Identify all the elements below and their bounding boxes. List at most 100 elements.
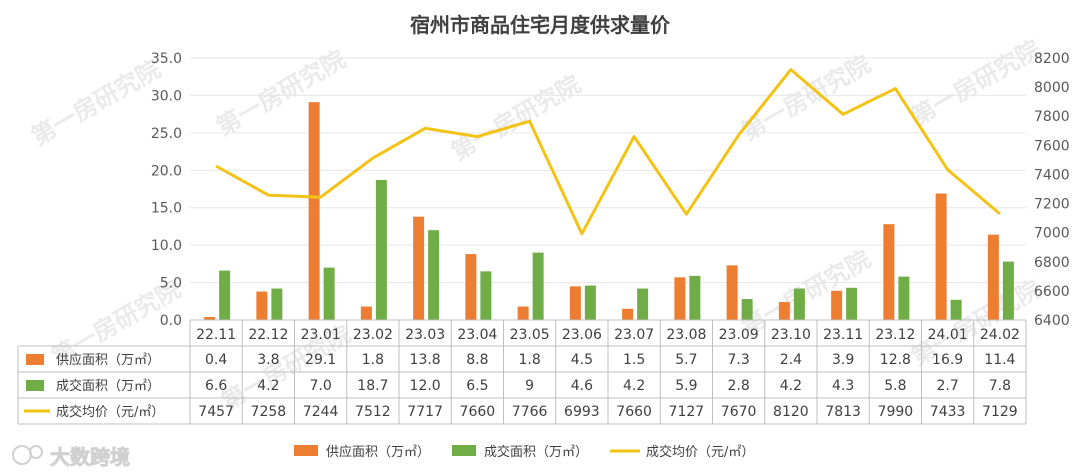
bar-supply xyxy=(987,234,999,320)
bar-supply xyxy=(517,306,529,320)
data-label: 11.4 xyxy=(984,352,1015,368)
legend-key xyxy=(294,445,318,456)
data-label: 6993 xyxy=(564,404,600,420)
data-label: 18.7 xyxy=(357,378,388,394)
bar-transaction xyxy=(741,299,753,320)
data-label: 7512 xyxy=(355,404,391,420)
x-tick-label: 23.11 xyxy=(823,327,863,343)
y-left-tick-label: 35.0 xyxy=(151,51,182,67)
y-right-tick-label: 8200 xyxy=(1034,51,1070,67)
legend-label: 成交面积（万㎡） xyxy=(484,444,588,460)
x-tick-label: 23.06 xyxy=(562,327,602,343)
bar-transaction xyxy=(375,180,387,320)
line-price xyxy=(215,68,1001,236)
table-row-label: 供应面积（万㎡） xyxy=(56,352,160,368)
bar-supply xyxy=(674,277,686,320)
x-tick-label: 23.02 xyxy=(353,327,393,343)
y-right-tick-label: 8000 xyxy=(1034,80,1070,96)
bar-transaction xyxy=(793,288,805,320)
data-label: 6.5 xyxy=(466,378,488,394)
y-left-tick-label: 0.0 xyxy=(160,313,182,329)
data-label: 4.5 xyxy=(571,352,593,368)
bar-transaction xyxy=(428,230,440,320)
bar-supply xyxy=(569,286,581,320)
legend-label: 供应面积（万㎡） xyxy=(326,444,430,460)
bar-transaction xyxy=(689,275,701,320)
bar-supply xyxy=(778,302,790,320)
data-label: 1.8 xyxy=(518,352,540,368)
data-label: 4.6 xyxy=(571,378,593,394)
x-tick-label: 23.04 xyxy=(457,327,497,343)
data-label: 9 xyxy=(525,378,534,394)
table-row-label: 成交均价（元/㎡） xyxy=(56,404,164,420)
data-label: 7.0 xyxy=(309,378,331,394)
bar-transaction xyxy=(584,285,596,320)
bar-transaction xyxy=(480,271,492,320)
table-row-label: 成交面积（万㎡） xyxy=(56,378,160,394)
data-label: 7.8 xyxy=(989,378,1011,394)
data-label: 1.8 xyxy=(362,352,384,368)
data-label: 5.7 xyxy=(675,352,697,368)
data-label: 7813 xyxy=(825,404,861,420)
legend: 供应面积（万㎡） 成交面积（万㎡） 成交均价（元/㎡） xyxy=(294,444,754,460)
bar-transaction xyxy=(1002,261,1014,320)
bar-transaction xyxy=(219,270,231,320)
bar-transaction xyxy=(323,267,335,320)
bar-supply xyxy=(883,224,895,320)
data-label: 2.7 xyxy=(936,378,958,394)
bar-transaction xyxy=(846,287,858,320)
bar-supply xyxy=(935,193,947,320)
y-left-tick-label: 10.0 xyxy=(151,238,182,254)
data-label: 7660 xyxy=(460,404,496,420)
data-label: 5.9 xyxy=(675,378,697,394)
y-right-tick-label: 7000 xyxy=(1034,226,1070,242)
y-axis-left: 0.0 5.0 10.0 15.0 20.0 25.0 30.0 35.0 xyxy=(151,51,182,329)
data-label: 8.8 xyxy=(466,352,488,368)
data-label: 12.8 xyxy=(880,352,911,368)
data-label: 7258 xyxy=(251,404,287,420)
y-axis-right: 6400 6600 6800 7000 7200 7400 7600 7800 8000 8200 xyxy=(1034,51,1070,329)
y-right-tick-label: 6600 xyxy=(1034,284,1070,300)
data-label: 7244 xyxy=(303,404,339,420)
y-right-tick-label: 7600 xyxy=(1034,138,1070,154)
bar-supply xyxy=(465,254,477,320)
data-label: 7.3 xyxy=(727,352,749,368)
y-left-tick-label: 15.0 xyxy=(151,201,182,217)
bar-supply xyxy=(256,291,268,320)
data-label: 7433 xyxy=(930,404,966,420)
data-label: 7670 xyxy=(721,404,757,420)
bar-supply xyxy=(360,306,372,320)
logo-mark xyxy=(29,445,43,459)
data-label: 13.8 xyxy=(410,352,441,368)
data-label: 7457 xyxy=(198,404,234,420)
y-left-tick-label: 25.0 xyxy=(151,126,182,142)
data-label: 4.2 xyxy=(623,378,645,394)
y-right-tick-label: 7400 xyxy=(1034,167,1070,183)
data-label: 5.8 xyxy=(884,378,906,394)
x-tick-label: 23.01 xyxy=(301,327,341,343)
logo-text: 大数跨境 xyxy=(50,445,130,469)
x-tick-label: 23.12 xyxy=(875,327,915,343)
bar-supply xyxy=(204,317,216,320)
x-tick-label: 23.03 xyxy=(405,327,445,343)
x-tick-label: 22.12 xyxy=(248,327,288,343)
data-label: 12.0 xyxy=(410,378,441,394)
y-right-tick-label: 7200 xyxy=(1034,197,1070,213)
bar-supply xyxy=(622,308,634,320)
chart-title: 宿州市商品住宅月度供求量价 xyxy=(410,13,671,37)
y-right-tick-label: 6800 xyxy=(1034,255,1070,271)
y-left-tick-label: 5.0 xyxy=(160,276,182,292)
table-legend-key xyxy=(26,380,44,391)
bar-supply xyxy=(831,290,843,320)
logo: 大数跨境 xyxy=(12,445,130,469)
bar-transaction xyxy=(532,252,544,320)
legend-key xyxy=(452,445,476,456)
bar-marks xyxy=(204,102,1014,320)
data-label: 16.9 xyxy=(932,352,963,368)
y-right-tick-label: 7800 xyxy=(1034,109,1070,125)
data-label: 7127 xyxy=(669,404,705,420)
data-label: 7129 xyxy=(982,404,1018,420)
x-tick-label: 23.09 xyxy=(719,327,759,343)
